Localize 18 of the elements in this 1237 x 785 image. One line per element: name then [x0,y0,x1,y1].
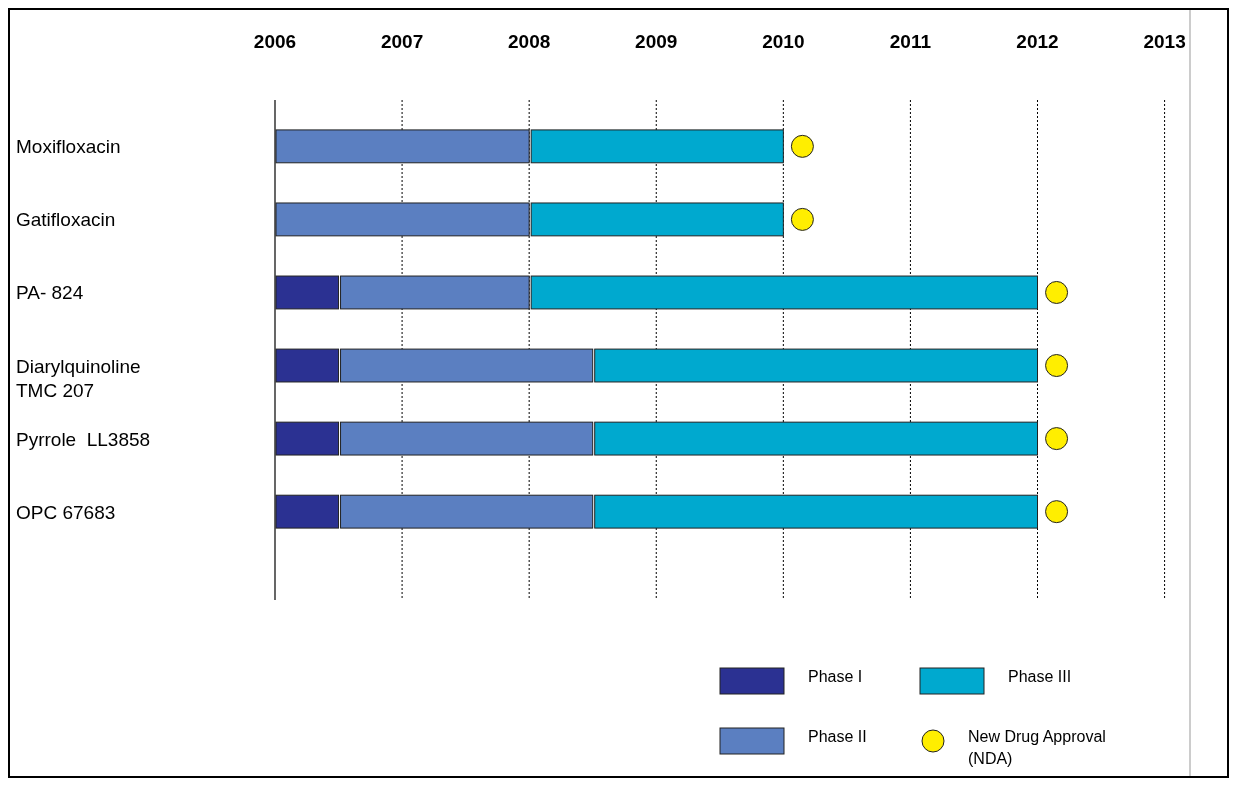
x-tick-label: 2010 [762,31,805,52]
legend-label: Phase II [808,728,867,745]
x-tick-label: 2012 [1016,31,1059,52]
y-tick-label: Pyrrole LL3858 [16,428,151,450]
x-tick-label: 2009 [635,31,678,52]
y-tick-label: Moxifloxacin [16,136,121,158]
legend-label: Phase III [1008,668,1072,685]
x-tick-label: 2007 [380,31,424,52]
y-tick-label: PA- 824 [16,282,84,304]
x-tick-label: 2006 [253,31,297,52]
x-tick-label: 2011 [889,31,932,52]
legend-label: New Drug Approval (NDA) [968,728,1106,767]
y-tick-label: Diarylquinoline TMC 207 [16,355,141,401]
x-tick-label: 2008 [508,31,551,52]
y-tick-label: Gatifloxacin [16,209,116,231]
x-tick-label: 2013 [1143,31,1186,52]
legend-label: Phase I [808,668,863,685]
y-tick-label: OPC 67683 [16,501,116,523]
